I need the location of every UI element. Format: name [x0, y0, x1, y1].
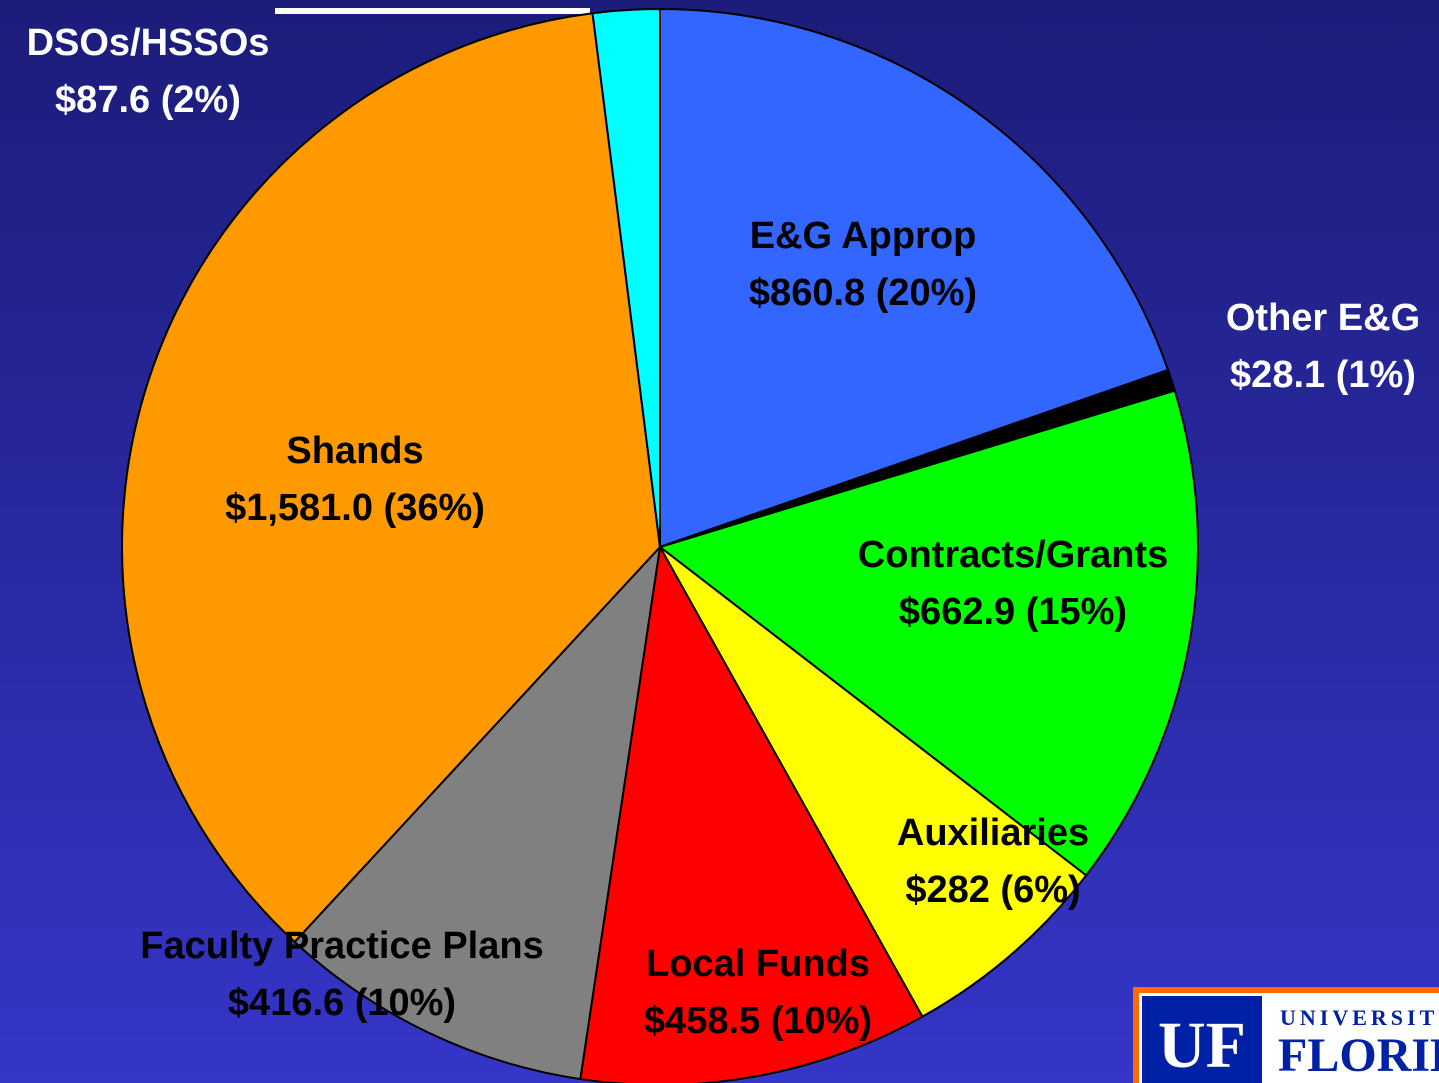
- slice-label: Auxiliaries: [897, 812, 1089, 854]
- logo-line1: UNIVERSITY: [1280, 1005, 1439, 1030]
- pie-slice: [591, 8, 661, 548]
- pie-slice: [659, 8, 1170, 548]
- pie-slice: [293, 546, 661, 1081]
- pie: [121, 8, 1199, 1083]
- logo-line2: FLORIDA: [1278, 1029, 1439, 1082]
- slice-value-label: $458.5 (10%): [644, 1000, 872, 1042]
- pie-slice: [659, 546, 1088, 1018]
- slice-label: DSOs/HSSOs: [27, 22, 270, 64]
- slice-value-label: $662.9 (15%): [899, 591, 1127, 633]
- slice-value-label: $87.6 (2%): [55, 79, 241, 121]
- slice-label: Shands: [286, 430, 423, 472]
- pie-slice: [579, 546, 924, 1083]
- pie-slice: [121, 12, 661, 943]
- slice-label: Local Funds: [646, 943, 870, 985]
- logo: UF UNIVERSITY FLORIDA: [1133, 987, 1439, 1083]
- slice-value-label: $282 (6%): [905, 869, 1080, 911]
- logo-mark: UF: [1158, 1009, 1246, 1082]
- slice-label: Other E&G: [1226, 297, 1420, 339]
- slice-label: Faculty Practice Plans: [140, 925, 543, 967]
- slice-value-label: $1,581.0 (36%): [225, 487, 485, 529]
- labels: E&G Approp $860.8 (20%) Other E&G $28.1 (1%…: [27, 22, 1421, 1042]
- slice-label: Contracts/Grants: [858, 534, 1168, 576]
- slice-value-label: $416.6 (10%): [228, 982, 456, 1024]
- slice-value-label: $28.1 (1%): [1230, 354, 1416, 396]
- pie-slice: [659, 389, 1199, 877]
- slice-value-label: $860.8 (20%): [749, 272, 977, 314]
- slice-label: E&G Approp: [750, 215, 977, 257]
- logo-mark-bg: [1142, 996, 1262, 1083]
